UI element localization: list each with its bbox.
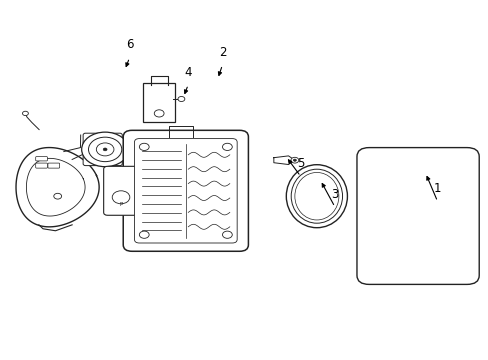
Ellipse shape	[290, 169, 342, 223]
Text: 1: 1	[433, 183, 441, 195]
Text: 3: 3	[330, 188, 338, 201]
Circle shape	[178, 96, 184, 102]
Ellipse shape	[286, 165, 346, 228]
FancyBboxPatch shape	[123, 130, 248, 251]
Circle shape	[290, 157, 298, 163]
Circle shape	[139, 231, 149, 238]
FancyBboxPatch shape	[103, 166, 138, 215]
Text: 4: 4	[184, 66, 192, 78]
FancyBboxPatch shape	[356, 148, 478, 284]
Circle shape	[139, 143, 149, 150]
Circle shape	[103, 148, 107, 151]
Text: 2: 2	[218, 46, 226, 59]
Circle shape	[154, 110, 164, 117]
FancyBboxPatch shape	[83, 133, 122, 166]
FancyBboxPatch shape	[143, 83, 175, 122]
FancyBboxPatch shape	[48, 163, 60, 168]
Text: P: P	[119, 202, 122, 207]
Circle shape	[81, 132, 128, 167]
Circle shape	[112, 191, 130, 204]
Circle shape	[96, 143, 114, 156]
Circle shape	[54, 193, 61, 199]
Ellipse shape	[294, 172, 338, 220]
FancyBboxPatch shape	[36, 163, 47, 168]
Text: 5: 5	[296, 157, 304, 170]
Circle shape	[222, 231, 232, 238]
FancyBboxPatch shape	[134, 139, 237, 243]
Circle shape	[22, 111, 28, 116]
FancyBboxPatch shape	[36, 157, 47, 161]
Text: 6: 6	[125, 39, 133, 51]
Circle shape	[222, 143, 232, 150]
Circle shape	[88, 137, 122, 162]
Circle shape	[293, 159, 296, 161]
